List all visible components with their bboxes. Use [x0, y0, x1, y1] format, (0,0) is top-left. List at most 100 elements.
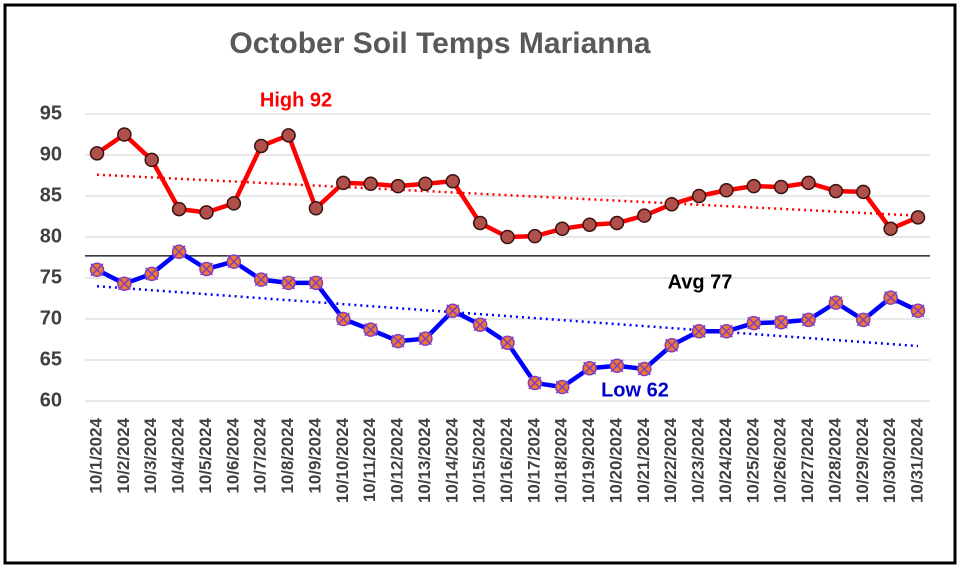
data-point: [883, 221, 898, 237]
annotation: Avg 77: [668, 271, 733, 293]
data-point: [746, 178, 762, 194]
marker: [719, 183, 734, 198]
data-point: [554, 379, 570, 395]
marker: [801, 175, 816, 191]
marker: [308, 201, 324, 216]
y-tick-label: 70: [40, 307, 62, 329]
marker-cross: [719, 324, 733, 338]
data-point: [253, 272, 269, 287]
marker: [883, 221, 898, 237]
y-tick-label: 60: [40, 389, 62, 411]
data-point: [637, 361, 652, 377]
data-point: [308, 275, 324, 291]
marker: [144, 152, 159, 168]
marker-cross: [856, 313, 870, 327]
x-tick-label: 10/22/2024: [661, 417, 680, 503]
marker-cross: [610, 359, 624, 373]
marker-cross: [145, 267, 159, 281]
marker-cross: [282, 276, 296, 290]
data-point: [719, 324, 734, 339]
data-point: [883, 290, 898, 305]
data-point: [746, 315, 762, 331]
chart-border: [3, 3, 957, 565]
data-point: [828, 295, 844, 310]
marker-cross: [254, 273, 268, 287]
marker: [418, 176, 433, 191]
x-tick-label: 10/8/2024: [278, 417, 297, 493]
marker-cross: [309, 276, 323, 290]
x-tick-label: 10/16/2024: [497, 417, 516, 503]
x-tick-label: 10/18/2024: [552, 417, 571, 503]
marker: [582, 217, 597, 232]
marker: [472, 215, 488, 231]
marker: [117, 127, 132, 142]
annotation: Low 62: [601, 379, 669, 401]
data-point: [582, 360, 597, 376]
data-point: [199, 261, 214, 277]
marker: [910, 210, 926, 225]
y-tick-label: 80: [40, 225, 62, 247]
data-point: [691, 324, 707, 339]
marker-cross: [446, 304, 460, 318]
marker: [637, 208, 652, 223]
x-tick-label: 10/21/2024: [634, 417, 653, 503]
x-tick-label: 10/28/2024: [825, 417, 844, 503]
data-point: [664, 196, 679, 212]
data-point: [801, 312, 816, 328]
y-tick-label: 85: [40, 184, 62, 206]
marker: [253, 138, 269, 154]
marker-cross: [336, 312, 350, 326]
marker-cross: [199, 262, 213, 276]
data-point: [363, 176, 378, 191]
data-point: [719, 183, 734, 198]
data-point: [773, 179, 789, 195]
marker: [445, 173, 461, 189]
marker-cross: [500, 336, 515, 350]
data-point: [856, 312, 871, 328]
data-point: [910, 210, 926, 225]
marker-cross: [911, 304, 925, 318]
marker-cross: [90, 263, 104, 277]
data-point: [554, 221, 570, 237]
marker: [363, 176, 378, 191]
marker: [171, 201, 187, 217]
marker: [500, 229, 515, 245]
data-point: [445, 173, 461, 189]
data-point: [253, 138, 269, 154]
marker-cross: [418, 332, 432, 346]
marker-cross: [829, 296, 843, 310]
x-tick-label: 10/1/2024: [86, 417, 105, 493]
marker-cross: [391, 334, 405, 348]
data-point: [144, 266, 159, 282]
x-tick-label: 10/3/2024: [141, 417, 160, 493]
data-point: [281, 128, 296, 143]
marker-cross: [364, 323, 378, 337]
marker-cross: [774, 315, 788, 329]
marker: [828, 183, 844, 199]
data-point: [171, 244, 187, 260]
x-tick-label: 10/9/2024: [305, 417, 324, 493]
data-point: [171, 201, 187, 217]
marker: [226, 196, 242, 211]
data-point: [363, 322, 378, 337]
y-tick-label: 65: [40, 348, 62, 370]
marker-cross: [555, 380, 569, 394]
marker-cross: [747, 316, 761, 330]
data-point: [89, 262, 105, 278]
x-tick-label: 10/24/2024: [716, 417, 735, 503]
marker: [856, 184, 871, 200]
data-point: [144, 152, 159, 168]
chart-title: October Soil Temps Marianna: [229, 27, 651, 60]
data-point: [609, 358, 625, 373]
x-tick-label: 10/17/2024: [524, 417, 543, 503]
data-point: [773, 315, 789, 330]
data-point: [637, 208, 652, 223]
data-point: [801, 175, 816, 191]
data-point: [527, 228, 543, 244]
marker: [609, 215, 625, 231]
data-point: [390, 178, 406, 194]
data-point: [281, 275, 296, 291]
data-point: [828, 183, 844, 199]
x-tick-label: 10/19/2024: [579, 417, 598, 503]
